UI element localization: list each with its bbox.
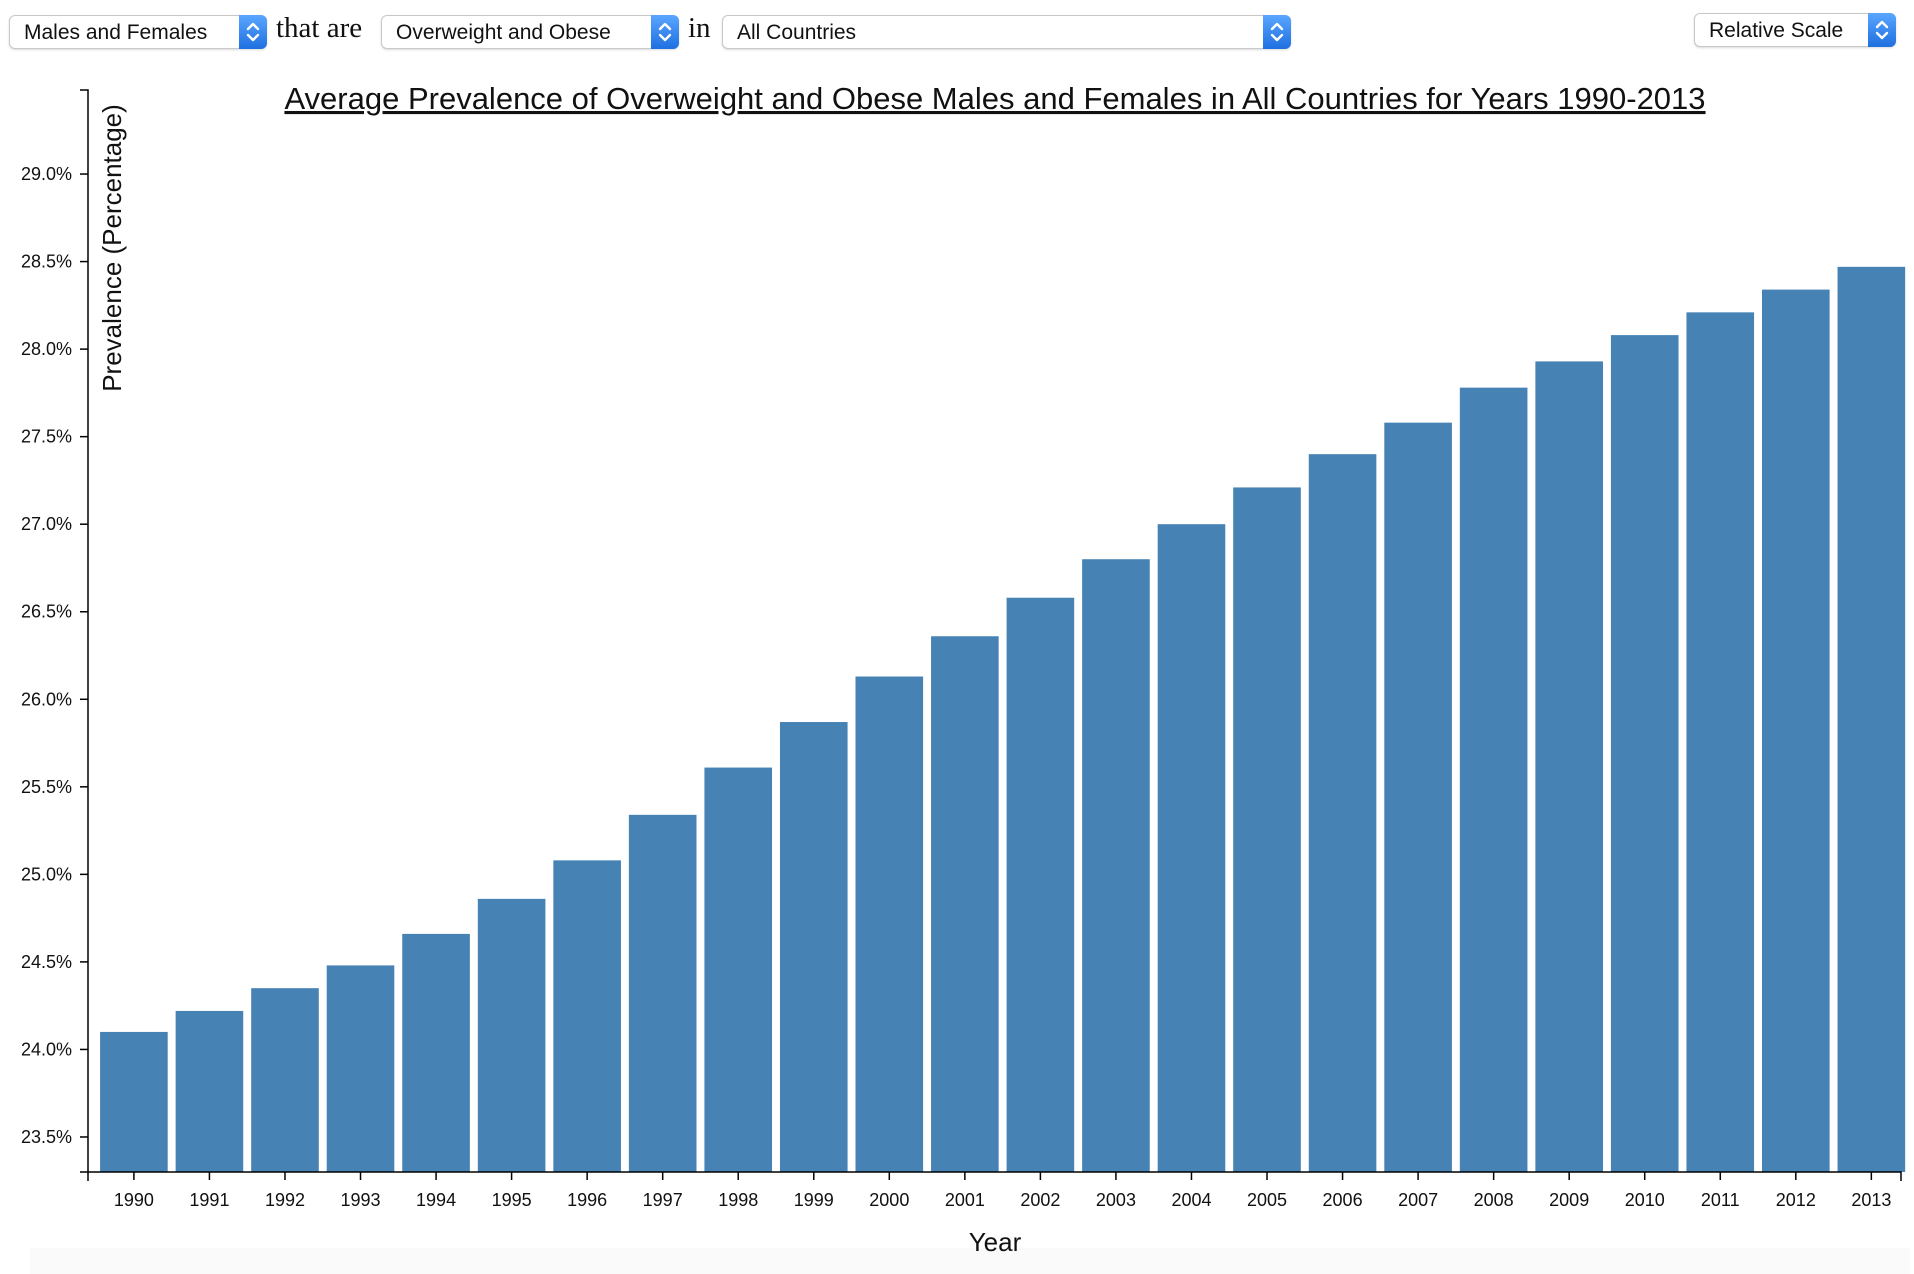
bar-1993 [326,965,395,1172]
updown-arrows-icon [1868,13,1896,47]
bar-2010 [1610,335,1679,1172]
x-tick-label: 2000 [869,1190,909,1210]
updown-arrows-icon [651,15,679,49]
weight-select-value: Overweight and Obese [396,21,611,44]
sex-select[interactable]: Males and Females [9,15,267,49]
x-axis: 1990 1991 1992 1993 1994 1995 1996 1997 1998 1999… [87,1171,1902,1210]
x-tick-label: 2007 [1398,1190,1438,1210]
scale-select-value: Relative Scale [1709,19,1844,42]
bar-2000 [855,676,924,1172]
x-tick-label: 2003 [1096,1190,1136,1210]
x-tick-label: 2004 [1171,1190,1211,1210]
scale-select[interactable]: Relative Scale [1694,13,1896,47]
x-tick-label: 1993 [340,1190,380,1210]
bar-2002 [1006,597,1075,1172]
bar-2011 [1686,312,1755,1173]
country-select[interactable]: All Countries [722,15,1291,49]
x-tick-label: 1996 [567,1190,607,1210]
updown-arrows-icon [239,15,267,49]
x-tick-label: 2005 [1247,1190,1287,1210]
bar-2008 [1459,387,1528,1172]
weight-category-select[interactable]: Overweight and Obese [381,15,679,49]
x-tick-label: 2001 [945,1190,985,1210]
bar-2009 [1535,361,1603,1172]
bar-1995 [477,898,546,1172]
y-tick-label: 24.0% [21,1039,72,1059]
x-tick-label: 1997 [643,1190,683,1210]
x-tick-label: 1991 [189,1190,229,1210]
country-select-value: All Countries [737,21,857,44]
bar-1991 [175,1010,244,1172]
y-tick-label: 25.5% [21,777,72,797]
x-tick-label: 2002 [1020,1190,1060,1210]
bar-2003 [1082,559,1150,1172]
bar-1990 [100,1031,168,1172]
bar-1996 [553,860,621,1172]
bar-1998 [704,767,773,1172]
y-tick-label: 25.0% [21,864,72,884]
x-tick-label: 1990 [114,1190,154,1210]
x-axis-title: Year [969,1227,1022,1257]
x-tick-label: 2011 [1701,1190,1740,1210]
x-axis-line [87,1171,1902,1181]
y-tick-label: 28.5% [21,252,72,272]
bar-1999 [779,722,848,1172]
x-tick-label: 2009 [1549,1190,1589,1210]
y-tick-label: 24.5% [21,952,72,972]
y-axis-line [80,89,89,1173]
bar-2012 [1762,289,1830,1173]
connector-in: in [688,12,711,44]
filter-controls: Males and Females that are Overweight an… [0,0,1914,60]
x-tick-label: 1995 [492,1190,532,1210]
chart-title: Average Prevalence of Overweight and Obe… [284,81,1705,116]
bar-2001 [931,636,999,1172]
bar-1992 [251,988,319,1172]
x-tick-label: 1992 [265,1190,305,1210]
bar-2005 [1233,487,1301,1172]
bar-2006 [1308,454,1377,1172]
y-tick-label: 27.0% [21,514,72,534]
x-tick-label: 2006 [1323,1190,1363,1210]
y-tick-label: 26.5% [21,602,72,622]
x-tick-label: 2010 [1625,1190,1665,1210]
bar-2004 [1157,524,1226,1172]
bar-2007 [1384,422,1452,1172]
y-tick-label: 23.5% [21,1127,72,1147]
updown-arrows-icon [1263,15,1291,49]
y-axis: 23.5% 24.0% 24.5% 25.0% 25.5% 26.0% 26.5% 27.0%… [21,89,89,1173]
bar-1997 [628,814,697,1172]
y-axis-title: Prevalence (Percentage) [97,104,127,392]
x-tick-label: 1998 [718,1190,758,1210]
y-tick-label: 28.0% [21,339,72,359]
x-tick-label: 2013 [1851,1190,1891,1210]
bars [100,266,1906,1173]
x-tick-label: 1994 [416,1190,456,1210]
bar-1994 [402,933,470,1172]
x-tick-label: 2012 [1776,1190,1816,1210]
bar-2013 [1837,266,1906,1173]
connector-that-are: that are [276,12,363,44]
y-tick-label: 27.5% [21,427,72,447]
footer-band [30,1248,1910,1274]
y-tick-label: 26.0% [21,689,72,709]
y-tick-label: 29.0% [21,164,72,184]
x-tick-label: 1999 [794,1190,834,1210]
sex-select-value: Males and Females [24,21,208,44]
x-tick-label: 2008 [1474,1190,1514,1210]
